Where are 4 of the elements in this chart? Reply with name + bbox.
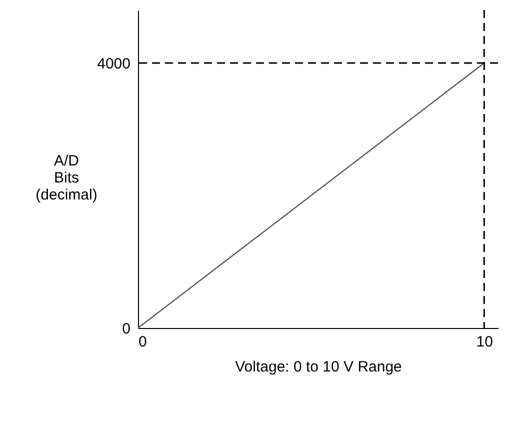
x-tick-label: 10 — [476, 334, 493, 350]
x-axis-title: Voltage: 0 to 10 V Range — [235, 358, 402, 376]
y-axis-title: A/D Bits (decimal) — [36, 152, 98, 204]
y-tick-label: 4000 — [97, 56, 130, 72]
